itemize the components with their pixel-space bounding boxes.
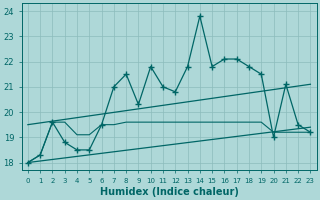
X-axis label: Humidex (Indice chaleur): Humidex (Indice chaleur) bbox=[100, 187, 239, 197]
